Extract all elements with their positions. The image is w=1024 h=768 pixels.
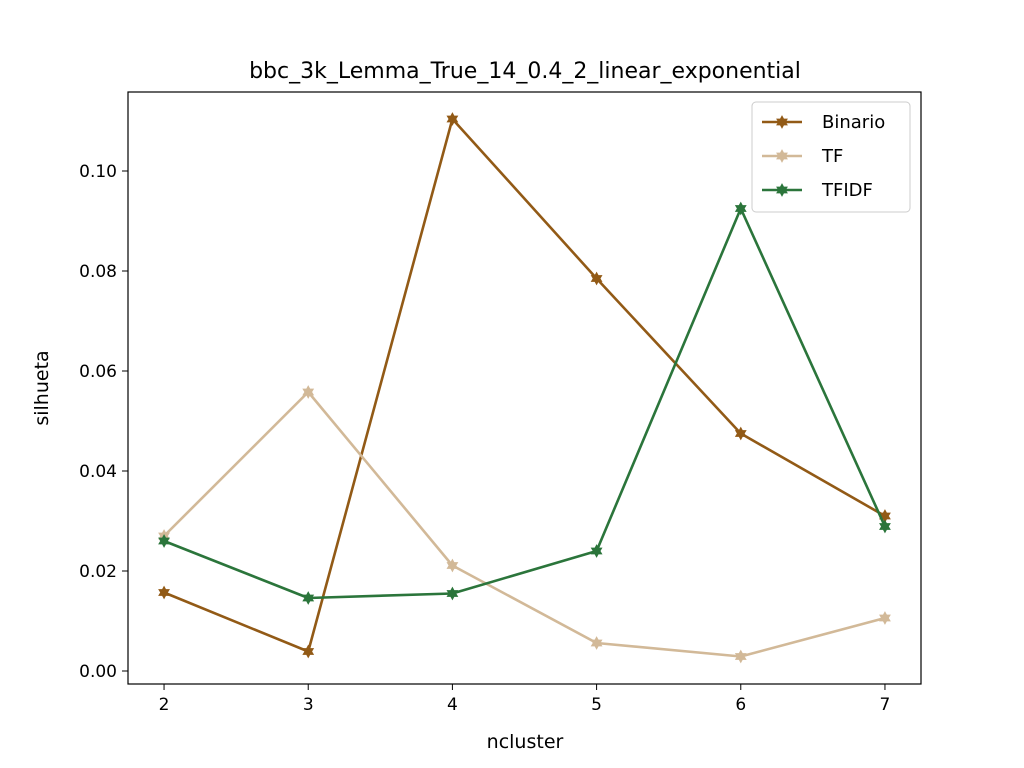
axis-ticks: 2 3 4 5 6 7 0.00 0.02 0.04 0.06 0.08 0.10 [79,162,890,715]
y-tick-label: 0.06 [79,362,117,382]
data-point [734,201,747,216]
x-axis-label: ncluster [487,731,564,753]
y-axis-label: silhueta [31,350,53,425]
series-binario [158,112,891,659]
data-point [879,611,891,625]
data-point [446,112,459,126]
y-tick-label: 0.08 [79,262,117,282]
x-tick-label: 3 [303,695,314,715]
legend-box [751,101,911,213]
y-tick-label: 0.02 [79,562,117,582]
legend-marker [776,149,788,163]
data-point [302,385,315,399]
data-point [446,558,459,573]
x-tick-label: 7 [880,695,891,715]
data-point [590,544,603,558]
legend-item-binario: Binario [762,112,885,133]
legend: Binario TF TFIDF [751,101,911,213]
y-tick-label: 0.00 [79,662,117,682]
data-point [446,586,459,601]
series-tfidf [158,201,891,605]
legend-label: TF [821,146,843,167]
data-point [158,534,170,548]
x-tick-label: 4 [447,695,458,715]
data-point [302,644,315,659]
chart-title: bbc_3k_Lemma_True_14_0.4_2_linear_expone… [249,59,801,84]
x-tick-label: 6 [735,695,746,715]
series-group [158,112,891,664]
legend-marker [776,183,788,197]
data-point [734,649,747,664]
series-line [163,207,887,600]
plot-frame [127,91,922,685]
legend-item-tf: TF [762,146,843,167]
data-point [879,519,891,534]
x-tick-label: 2 [159,695,170,715]
data-point [158,585,170,600]
series-line [163,390,886,658]
data-point [590,636,603,650]
x-tick-label: 5 [591,695,602,715]
y-tick-label: 0.10 [79,162,117,182]
series-line [163,117,886,653]
legend-label: Binario [822,112,885,133]
data-point [590,271,603,286]
legend-label: TFIDF [821,180,873,201]
data-point [302,591,315,605]
legend-item-tfidf: TFIDF [762,180,873,201]
y-tick-label: 0.04 [79,462,117,482]
data-point [734,426,747,441]
legend-marker [776,115,788,129]
